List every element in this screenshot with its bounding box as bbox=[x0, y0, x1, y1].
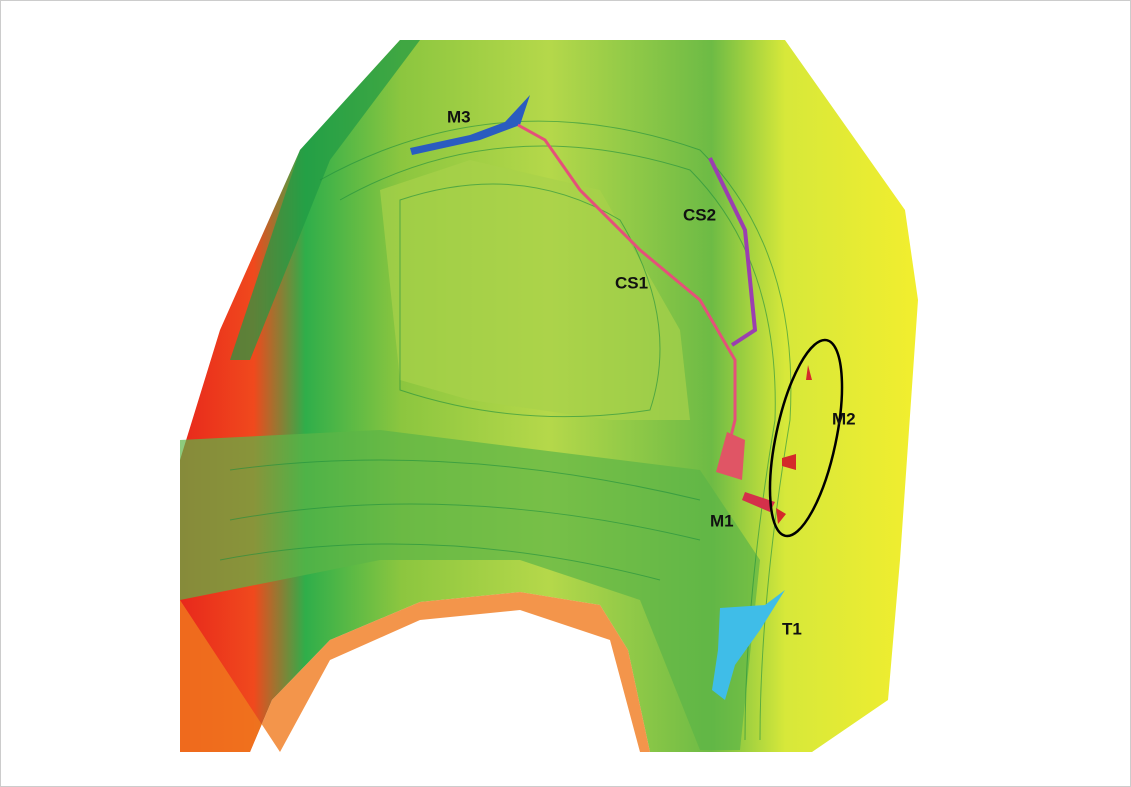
map-label: T1 bbox=[782, 619, 802, 638]
map-label: M2 bbox=[832, 409, 856, 428]
map-figure: M3 CS2 CS1 M2 M1 T1 bbox=[0, 0, 1131, 787]
map-label: CS2 bbox=[683, 205, 716, 224]
map-label: M3 bbox=[447, 107, 471, 126]
map-label: M1 bbox=[710, 511, 734, 530]
page: M3CS2CS1M2M1T1 (() => { const data = JSO… bbox=[0, 0, 1131, 787]
map-label: CS1 bbox=[615, 273, 648, 292]
